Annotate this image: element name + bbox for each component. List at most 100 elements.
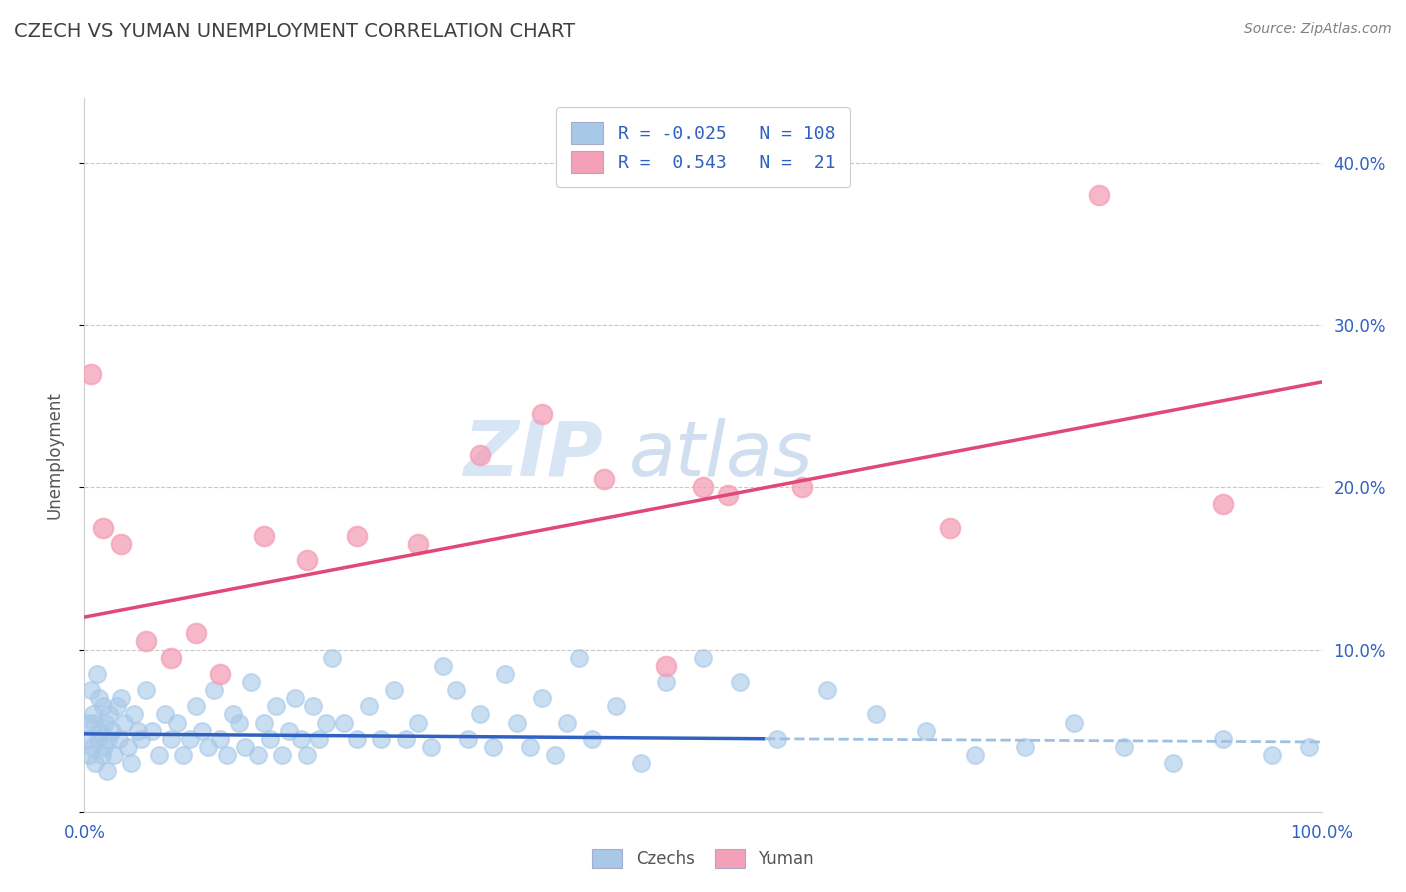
Point: [308, 731, 330, 746]
Point: [96, 764, 118, 779]
Point: [531, 691, 554, 706]
Point: [89, 691, 111, 706]
Point: [80, 739, 103, 754]
Point: [108, 731, 131, 746]
Text: ZIP: ZIP: [464, 418, 605, 491]
Point: [76, 731, 98, 746]
Point: [77, 715, 100, 730]
Legend: Czechs, Yuman: Czechs, Yuman: [586, 843, 820, 875]
Point: [1014, 739, 1036, 754]
Point: [79, 747, 101, 762]
Point: [110, 537, 132, 551]
Point: [191, 723, 214, 738]
Point: [264, 699, 287, 714]
Point: [593, 472, 616, 486]
Point: [494, 666, 516, 681]
Point: [209, 666, 232, 681]
Point: [1112, 739, 1135, 754]
Point: [83, 715, 105, 730]
Point: [581, 731, 603, 746]
Point: [253, 715, 276, 730]
Point: [457, 731, 479, 746]
Point: [655, 675, 678, 690]
Point: [1261, 747, 1284, 762]
Point: [89, 723, 111, 738]
Point: [141, 723, 163, 738]
Point: [290, 731, 312, 746]
Point: [215, 747, 238, 762]
Point: [357, 699, 380, 714]
Point: [315, 715, 337, 730]
Point: [135, 683, 157, 698]
Point: [444, 683, 467, 698]
Y-axis label: Unemployment: Unemployment: [45, 391, 63, 519]
Point: [82, 707, 104, 722]
Point: [692, 650, 714, 665]
Point: [166, 715, 188, 730]
Point: [184, 699, 207, 714]
Point: [91, 699, 114, 714]
Point: [408, 537, 430, 551]
Point: [179, 731, 201, 746]
Point: [568, 650, 591, 665]
Point: [1298, 739, 1320, 754]
Point: [103, 747, 125, 762]
Point: [259, 731, 281, 746]
Point: [160, 731, 183, 746]
Point: [395, 731, 418, 746]
Point: [84, 756, 107, 770]
Point: [100, 723, 122, 738]
Point: [117, 739, 139, 754]
Point: [94, 715, 117, 730]
Point: [90, 747, 112, 762]
Point: [91, 521, 114, 535]
Point: [79, 683, 101, 698]
Point: [97, 731, 120, 746]
Point: [865, 707, 887, 722]
Point: [432, 658, 454, 673]
Point: [481, 739, 503, 754]
Point: [302, 699, 325, 714]
Point: [419, 739, 441, 754]
Point: [333, 715, 356, 730]
Text: CZECH VS YUMAN UNEMPLOYMENT CORRELATION CHART: CZECH VS YUMAN UNEMPLOYMENT CORRELATION …: [14, 22, 575, 41]
Point: [321, 650, 343, 665]
Point: [790, 480, 813, 494]
Point: [605, 699, 627, 714]
Point: [346, 529, 368, 543]
Point: [228, 715, 250, 730]
Point: [346, 731, 368, 746]
Point: [295, 553, 318, 567]
Point: [98, 707, 121, 722]
Point: [105, 699, 128, 714]
Point: [79, 367, 101, 381]
Point: [1212, 731, 1234, 746]
Point: [197, 739, 219, 754]
Point: [222, 707, 245, 722]
Point: [531, 408, 554, 422]
Text: atlas: atlas: [628, 418, 813, 491]
Point: [1161, 756, 1184, 770]
Point: [382, 683, 405, 698]
Text: Source: ZipAtlas.com: Source: ZipAtlas.com: [1244, 22, 1392, 37]
Point: [127, 723, 149, 738]
Point: [153, 707, 176, 722]
Point: [240, 675, 263, 690]
Point: [110, 691, 132, 706]
Point: [93, 739, 115, 754]
Point: [766, 731, 789, 746]
Point: [135, 634, 157, 648]
Point: [233, 739, 256, 754]
Point: [470, 448, 492, 462]
Point: [965, 747, 987, 762]
Point: [284, 691, 307, 706]
Point: [295, 747, 318, 762]
Point: [506, 715, 529, 730]
Point: [939, 521, 962, 535]
Point: [543, 747, 565, 762]
Point: [129, 731, 152, 746]
Point: [1088, 188, 1111, 202]
Point: [692, 480, 714, 494]
Point: [246, 747, 269, 762]
Point: [277, 723, 299, 738]
